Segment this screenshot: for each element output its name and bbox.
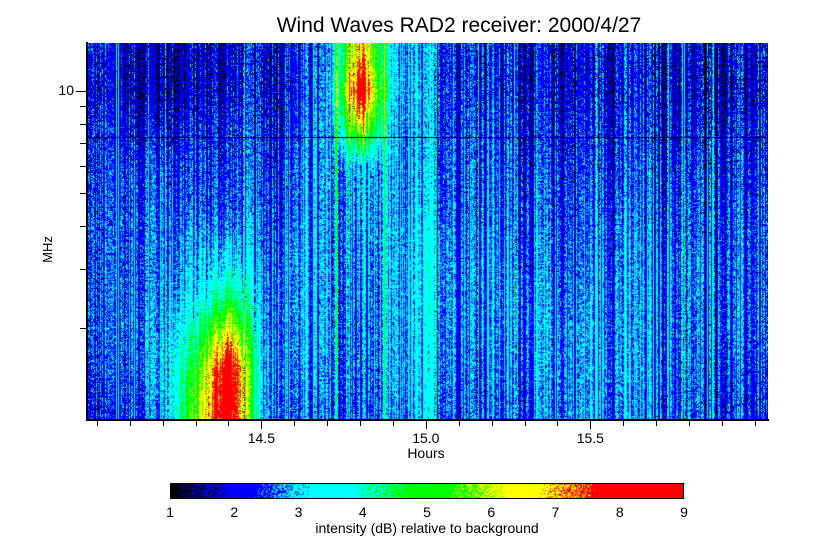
y-minor-tick [80,106,86,107]
colorbar-tick-label: 3 [294,504,303,520]
x-minor-tick [656,421,657,426]
x-minor-tick [130,421,131,426]
x-minor-tick [557,421,558,426]
colorbar-tick-label: 2 [230,504,239,520]
chart-title: Wind Waves RAD2 receiver: 2000/4/27 [276,14,642,37]
colorbar-tick-label: 5 [423,504,431,520]
x-minor-tick [525,421,526,426]
x-minor-tick [755,421,756,426]
x-tick-label: 14.5 [247,430,275,446]
spectrogram-heatmap [87,43,768,420]
x-minor-tick [492,421,493,426]
x-minor-tick [623,421,624,426]
y-tick-label: 10 [58,81,74,98]
x-minor-tick [163,421,164,426]
x-axis-label: Hours [407,445,445,461]
plot-frame [86,42,769,421]
y-minor-tick [80,328,86,329]
x-tick-label: 15.5 [576,430,604,446]
colorbar-tick-label: 6 [487,504,496,520]
x-major-tick [261,421,262,429]
x-minor-tick [228,421,229,426]
x-minor-tick [689,421,690,426]
x-minor-tick [360,421,361,426]
x-minor-tick [196,421,197,426]
y-minor-tick [80,166,86,167]
x-minor-tick [722,421,723,426]
x-minor-tick [97,421,98,426]
y-major-tick [76,91,86,92]
y-minor-tick [80,124,86,125]
y-minor-tick [80,269,86,270]
y-minor-tick [80,193,86,194]
x-minor-tick [393,421,394,426]
y-minor-tick [80,226,86,227]
x-major-tick [590,421,591,429]
colorbar [170,483,684,499]
colorbar-tick-label: 7 [551,504,560,520]
x-minor-tick [459,421,460,426]
colorbar-tick-label: 9 [680,504,688,520]
x-tick-label: 15.0 [412,430,440,446]
x-minor-tick [327,421,328,426]
y-axis-label: MHz [39,236,55,263]
colorbar-tick-label: 1 [166,504,174,520]
colorbar-tick-label: 8 [615,504,624,520]
colorbar-label: intensity (dB) relative to background [315,520,539,536]
y-minor-tick [80,143,86,144]
colorbar-tick-label: 4 [358,504,367,520]
x-major-tick [426,421,427,429]
x-minor-tick [294,421,295,426]
